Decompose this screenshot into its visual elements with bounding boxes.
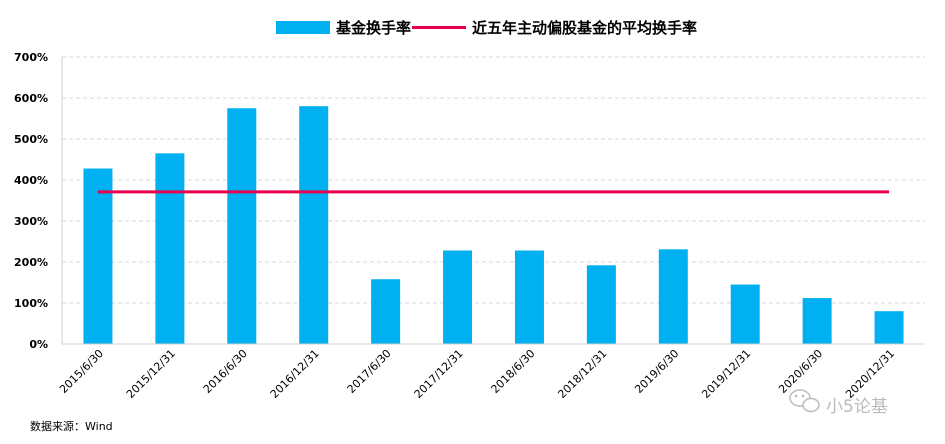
x-tick-label: 2019/6/30 (632, 347, 681, 396)
x-tick-label: 2019/12/31 (699, 347, 753, 401)
bar (227, 108, 257, 344)
bar (874, 311, 904, 344)
bar (514, 250, 544, 344)
y-tick-label: 300% (14, 215, 48, 228)
x-tick-label: 2015/12/31 (124, 347, 178, 401)
legend-bar-swatch (276, 21, 330, 34)
x-tick-label: 2016/12/31 (268, 347, 322, 401)
y-tick-label: 0% (29, 338, 48, 351)
y-tick-label: 700% (14, 51, 48, 64)
x-tick-label: 2018/12/31 (555, 347, 609, 401)
y-tick-label: 400% (14, 174, 48, 187)
legend: 基金换手率 近五年主动偏股基金的平均换手率 (276, 19, 697, 37)
watermark: 小5论基 (789, 389, 888, 417)
y-tick-label: 100% (14, 297, 48, 310)
x-tick-label: 2017/6/30 (345, 347, 394, 396)
y-axis: 0% 100% 200% 300% 400% 500% 600% 700% (14, 51, 63, 351)
x-tick-label: 2015/6/30 (57, 347, 106, 396)
x-tick-label: 2016/6/30 (201, 347, 250, 396)
x-tick-label: 2017/12/31 (412, 347, 466, 401)
x-tick-label: 2018/6/30 (489, 347, 538, 396)
bars (83, 106, 904, 344)
y-tick-label: 200% (14, 256, 48, 269)
x-tick-label: 2020/12/31 (843, 347, 897, 401)
bar (443, 250, 473, 344)
bar (299, 106, 329, 344)
y-tick-label: 500% (14, 133, 48, 146)
bar (802, 298, 832, 344)
bar (730, 284, 760, 344)
bar (658, 249, 688, 344)
bar (371, 279, 401, 344)
bar (83, 168, 113, 344)
watermark-text: 小5论基 (826, 397, 888, 417)
source-note: 数据来源：Wind (30, 419, 113, 433)
bar (586, 265, 616, 344)
x-tick-label: 2020/6/30 (776, 347, 825, 396)
legend-line-label: 近五年主动偏股基金的平均换手率 (472, 19, 697, 37)
wechat-icon (789, 389, 820, 413)
x-axis: 2015/6/30 2015/12/31 2016/6/30 2016/12/31 20… (57, 343, 925, 401)
bar (155, 153, 185, 344)
gridlines (62, 56, 925, 304)
y-tick-label: 600% (14, 92, 48, 105)
legend-bar-label: 基金换手率 (335, 19, 411, 37)
